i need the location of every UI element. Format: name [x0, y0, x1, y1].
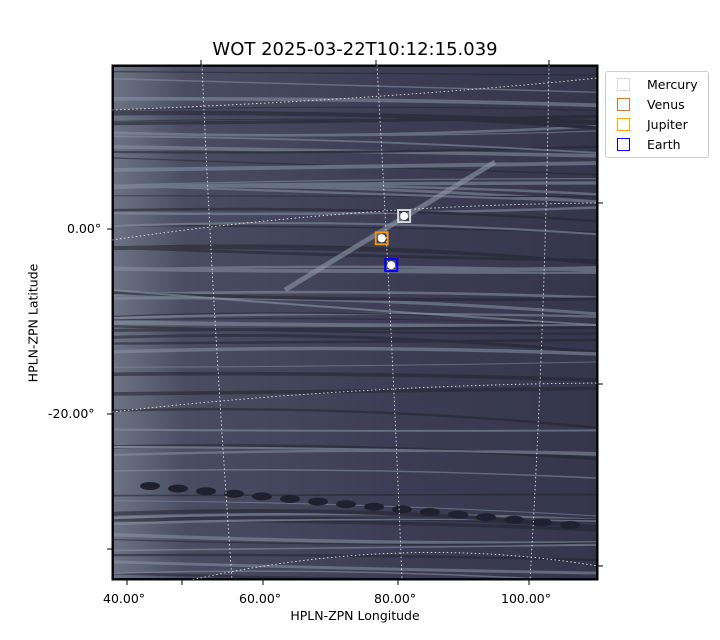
image-streak — [112, 508, 598, 530]
legend-swatch — [617, 137, 630, 151]
y-axis-label: HPLN-ZPN Latitude — [25, 263, 41, 383]
image-streak — [112, 106, 598, 111]
image-streak — [112, 110, 598, 125]
legend-item-venus: Venus — [617, 95, 685, 113]
image-streak — [112, 296, 598, 316]
legend-swatch — [617, 77, 630, 91]
image-streak — [112, 544, 598, 552]
legend-label: Venus — [647, 96, 685, 112]
image-streak — [112, 320, 598, 329]
legend-label: Jupiter — [647, 116, 688, 132]
legend-item-earth: Earth — [617, 135, 681, 153]
image-artifact — [476, 513, 496, 522]
planet-glow — [387, 261, 396, 270]
image-streak — [112, 444, 598, 461]
image-streak — [112, 338, 598, 345]
image-streak — [112, 290, 598, 299]
image-artifact — [140, 482, 160, 490]
image-artifact — [560, 521, 580, 529]
image-streak — [112, 70, 598, 76]
x-axis-label: HPLN-ZPN Longitude — [290, 608, 420, 623]
image-streak — [112, 408, 598, 429]
legend-label: Mercury — [647, 76, 698, 92]
image-streak — [112, 325, 598, 332]
legend-item-jupiter: Jupiter — [617, 115, 688, 133]
image-streak — [112, 560, 598, 575]
image-streak — [112, 386, 598, 396]
image-artifact — [168, 484, 188, 493]
image-artifact — [532, 518, 552, 527]
image-streak — [112, 428, 598, 432]
y-tick-label: 0.00° — [67, 221, 102, 236]
image-streak — [112, 532, 598, 545]
image-streak — [112, 333, 598, 354]
image-streak — [112, 538, 598, 545]
image-artifact — [280, 495, 300, 503]
image-streak — [112, 493, 598, 497]
image-streak — [112, 445, 598, 456]
image-streak — [112, 317, 598, 326]
image-streak — [112, 207, 598, 223]
legend-item-mercury: Mercury — [617, 75, 698, 93]
x-tick-label: 40.00° — [103, 591, 146, 606]
image-streak — [112, 184, 598, 203]
legend-swatch — [617, 97, 630, 111]
image-streak — [112, 517, 598, 522]
image-streak — [112, 195, 598, 198]
x-tick-label: 100.00° — [501, 591, 551, 606]
image-artifact — [252, 492, 272, 501]
image-streak — [112, 469, 598, 479]
sky-image — [112, 65, 598, 580]
image-streak — [112, 184, 598, 204]
marker-mercury — [397, 209, 412, 224]
image-artifact — [392, 505, 412, 514]
image-streak — [112, 161, 598, 173]
image-artifact — [224, 489, 244, 498]
legend-swatch — [617, 117, 630, 131]
image-streak — [112, 265, 598, 272]
image-artifact — [504, 515, 524, 524]
image-artifact — [336, 500, 356, 509]
image-streak — [112, 371, 598, 383]
image-streak — [112, 346, 598, 356]
marker-earth — [384, 258, 399, 273]
image-artifact — [420, 508, 440, 516]
legend-label: Earth — [647, 136, 681, 152]
marker-jupiter — [375, 231, 389, 245]
image-streak — [112, 96, 598, 108]
image-streak — [112, 325, 598, 335]
chart-title: WOT 2025-03-22T10:12:15.039 — [212, 39, 498, 60]
image-streak — [112, 77, 598, 94]
image-artifact — [448, 510, 468, 519]
image-artifact — [364, 502, 384, 511]
y-tick-label: -20.00° — [48, 406, 95, 421]
image-streak — [112, 135, 598, 154]
x-tick-label: 60.00° — [239, 591, 282, 606]
image-streak — [112, 517, 598, 526]
legend: Mercury Venus Jupiter Earth — [605, 71, 709, 158]
image-streak — [112, 178, 598, 186]
planet-glow — [377, 234, 386, 243]
x-tick-label: 80.00° — [374, 591, 417, 606]
image-streak — [112, 245, 598, 262]
image-streak — [112, 124, 598, 137]
image-streak — [112, 221, 598, 236]
image-artifact — [196, 487, 216, 496]
image-artifact — [308, 497, 328, 506]
planet-glow — [400, 212, 409, 221]
image-streak — [112, 361, 598, 368]
